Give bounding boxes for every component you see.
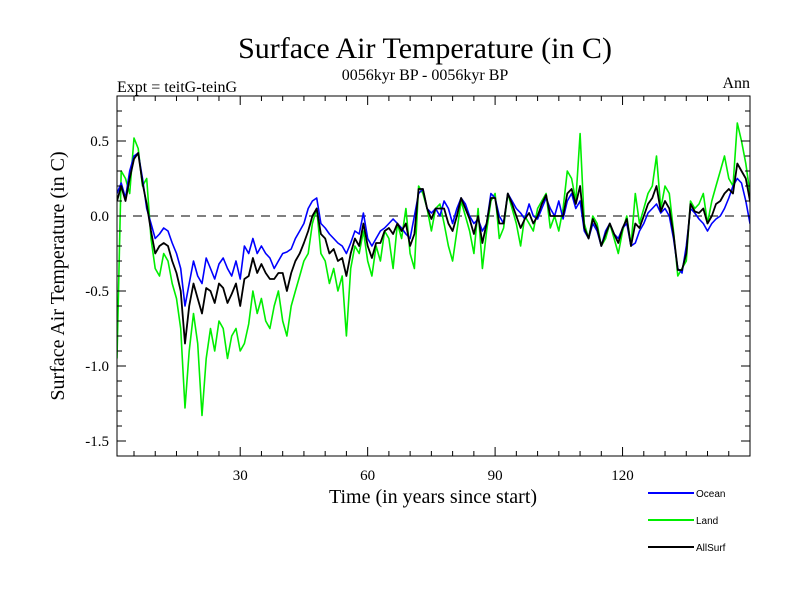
y-tick-label: -1.0	[85, 359, 109, 375]
series-line-land	[117, 122, 750, 417]
series-line-allsurf	[117, 152, 750, 345]
x-tick-label: 90	[488, 468, 503, 484]
legend: Ocean Land AllSurf	[648, 489, 726, 554]
chart-title: Surface Air Temperature (in C)	[238, 32, 612, 65]
plot-frame	[116, 95, 751, 457]
x-tick-label: 30	[233, 468, 248, 484]
series-line-ocean	[117, 152, 750, 307]
legend-label-ocean: Ocean	[696, 489, 725, 500]
x-tick-label: 60	[360, 468, 375, 484]
y-tick-label: 0.0	[90, 209, 109, 225]
legend-label-land: Land	[696, 516, 718, 527]
period-label: Ann	[722, 75, 750, 92]
y-tick-label: 0.5	[90, 134, 109, 150]
y-tick-label: -1.5	[85, 434, 109, 450]
y-axis-label: Surface Air Temperature (in C)	[47, 151, 69, 400]
x-tick-label: 120	[611, 468, 634, 484]
y-tick-label: -0.5	[85, 284, 109, 300]
x-axis-label: Time (in years since start)	[329, 486, 537, 508]
chart-subtitle: 0056kyr BP - 0056kyr BP	[342, 67, 509, 84]
experiment-label: Expt = teitG-teinG	[117, 79, 238, 96]
legend-label-allsurf: AllSurf	[696, 543, 726, 554]
